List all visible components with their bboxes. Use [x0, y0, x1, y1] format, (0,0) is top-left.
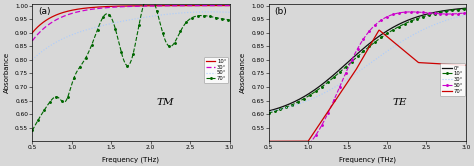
Line: 70°: 70° — [31, 0, 231, 132]
0° — [382, 31, 388, 33]
70° — [162, 37, 167, 39]
70° — [398, 47, 403, 49]
30° — [29, 40, 35, 42]
50° — [382, 17, 388, 19]
10° — [266, 112, 272, 114]
Line: 70°: 70° — [269, 30, 466, 141]
50° — [463, 12, 469, 14]
50° — [266, 165, 272, 166]
70° — [29, 129, 35, 131]
Text: TM: TM — [156, 98, 174, 107]
70° — [64, 97, 70, 99]
50° — [355, 47, 361, 49]
10° — [317, 88, 322, 90]
0° — [414, 16, 420, 18]
10° — [355, 55, 361, 57]
10° — [227, 5, 232, 7]
X-axis label: Frequency (THz): Frequency (THz) — [339, 156, 396, 163]
70° — [301, 140, 306, 142]
Line: 30°: 30° — [32, 6, 229, 41]
10° — [118, 5, 124, 7]
0° — [266, 110, 272, 112]
30° — [317, 94, 322, 96]
30° — [301, 101, 306, 103]
70° — [80, 61, 86, 63]
10° — [414, 18, 420, 20]
10° — [382, 34, 388, 36]
30° — [178, 5, 183, 7]
30° — [382, 52, 388, 54]
50° — [64, 36, 70, 38]
70° — [415, 61, 420, 63]
Y-axis label: Absorbance: Absorbance — [240, 52, 246, 93]
50° — [301, 149, 306, 151]
50° — [80, 30, 86, 32]
Line: 10°: 10° — [32, 6, 229, 33]
10° — [398, 25, 403, 27]
10° — [64, 10, 70, 12]
70° — [118, 52, 124, 54]
70° — [178, 29, 184, 31]
30° — [463, 14, 469, 16]
10° — [178, 5, 183, 7]
50° — [227, 11, 232, 13]
Line: 0°: 0° — [269, 8, 466, 111]
70° — [463, 64, 469, 66]
Line: 10°: 10° — [267, 7, 467, 115]
30° — [355, 71, 361, 73]
50° — [161, 14, 167, 16]
30° — [227, 5, 232, 7]
30° — [64, 14, 70, 16]
70° — [227, 19, 232, 21]
70° — [355, 66, 361, 68]
10° — [161, 5, 167, 7]
30° — [146, 5, 151, 7]
0° — [301, 96, 306, 98]
30° — [118, 6, 124, 8]
50° — [415, 11, 420, 13]
10° — [29, 32, 35, 34]
Line: 50°: 50° — [267, 10, 467, 166]
30° — [80, 10, 86, 12]
30° — [398, 42, 403, 43]
10° — [301, 98, 306, 100]
0° — [463, 7, 469, 9]
50° — [178, 12, 183, 14]
30° — [161, 5, 167, 7]
0° — [317, 85, 322, 87]
Text: (b): (b) — [274, 7, 287, 16]
10° — [80, 7, 86, 9]
70° — [383, 34, 388, 36]
50° — [207, 11, 213, 13]
50° — [118, 20, 124, 22]
50° — [398, 12, 403, 14]
30° — [414, 32, 420, 34]
0° — [355, 52, 361, 54]
50° — [317, 128, 322, 130]
Y-axis label: Absorbance: Absorbance — [3, 52, 9, 93]
Text: TE: TE — [393, 98, 407, 107]
70° — [266, 140, 272, 142]
70° — [376, 29, 382, 31]
Text: (a): (a) — [38, 7, 51, 16]
10° — [463, 8, 469, 10]
50° — [29, 59, 35, 61]
Line: 30°: 30° — [269, 15, 466, 112]
30° — [266, 111, 272, 113]
0° — [398, 23, 403, 25]
Line: 50°: 50° — [32, 12, 229, 60]
50° — [408, 11, 414, 13]
Legend: 10°, 30°, 50°, 70°: 10°, 30°, 50°, 70° — [204, 57, 228, 83]
X-axis label: Frequency (THz): Frequency (THz) — [102, 156, 159, 163]
70° — [317, 124, 322, 125]
10° — [146, 5, 151, 7]
50° — [146, 16, 151, 18]
Legend: 0°, 10°, 30°, 50°, 70°: 0°, 10°, 30°, 50°, 70° — [440, 63, 465, 96]
